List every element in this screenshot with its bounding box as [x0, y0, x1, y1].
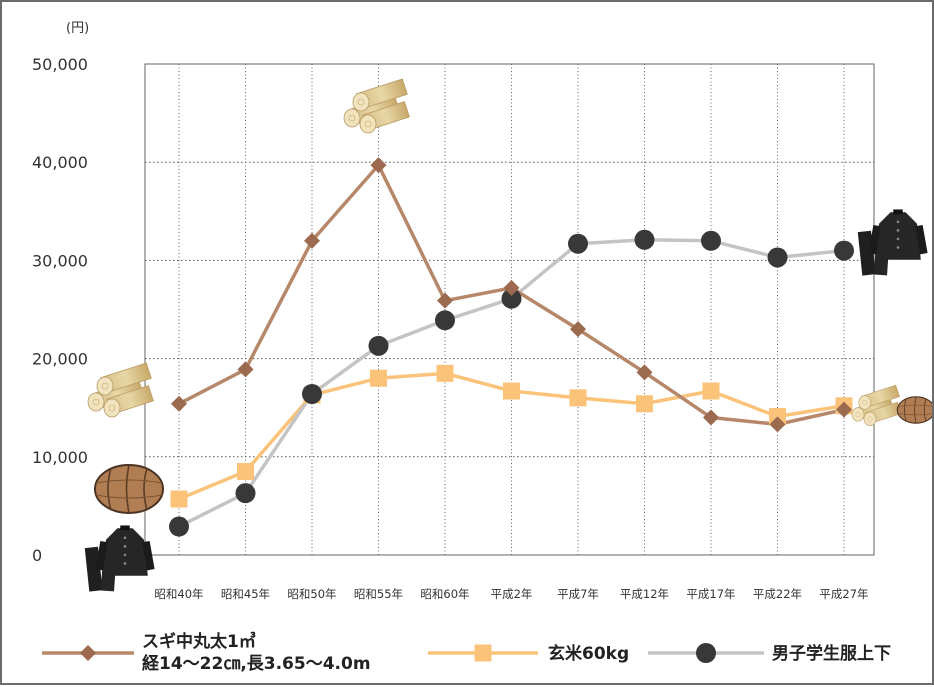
data-point-series-0 — [237, 361, 254, 378]
data-point-series-1 — [636, 395, 653, 413]
legend-label: 男子学生服上下 — [772, 643, 891, 664]
data-point-series-2 — [634, 229, 655, 250]
data-point-series-0 — [769, 416, 786, 433]
data-point-series-0 — [370, 157, 387, 174]
x-tick-label: 平成2年 — [491, 587, 533, 601]
x-tick-label: 平成17年 — [686, 587, 735, 601]
y-axis-unit-label: (円) — [66, 21, 89, 36]
data-point-series-1 — [170, 490, 188, 508]
x-tick-label: 昭和55年 — [354, 587, 403, 601]
rice-bale-icon — [94, 464, 164, 514]
data-point-series-2 — [368, 335, 389, 356]
y-tick-label: 0 — [32, 546, 42, 565]
data-point-series-2 — [501, 288, 522, 309]
legend-label-line2: 経14～22㎝,長3.65～4.0m — [142, 653, 371, 674]
data-point-series-2 — [767, 247, 788, 268]
x-tick-label: 平成27年 — [819, 587, 868, 601]
x-tick-label: 昭和40年 — [154, 587, 203, 601]
log-pile-icon — [87, 362, 154, 418]
x-tick-label: 昭和60年 — [420, 587, 469, 601]
data-point-series-0 — [304, 232, 320, 249]
data-point-series-0 — [171, 395, 187, 412]
data-point-series-1 — [503, 382, 520, 400]
log-pile-icon — [343, 78, 410, 134]
school-uniform-icon — [857, 209, 928, 276]
data-point-series-0 — [703, 409, 719, 426]
legend-marker-square — [474, 644, 492, 662]
x-tick-label: 平成7年 — [557, 587, 599, 601]
data-point-series-1 — [237, 463, 254, 481]
data-point-series-2 — [235, 483, 256, 504]
plot-area-border — [144, 63, 875, 556]
x-tick-label: 昭和45年 — [221, 587, 270, 601]
y-tick-label: 10,000 — [32, 448, 88, 467]
data-point-series-0 — [636, 364, 653, 381]
y-tick-label: 20,000 — [32, 350, 88, 369]
data-point-series-0 — [503, 279, 520, 296]
data-point-series-1 — [370, 369, 387, 387]
data-point-series-0 — [570, 321, 586, 338]
data-point-series-1 — [702, 382, 720, 400]
legend-marker-circle — [696, 643, 716, 663]
x-tick-label: 平成22年 — [753, 587, 802, 601]
legend-label: 玄米60kg — [548, 643, 629, 664]
data-point-series-2 — [169, 516, 189, 537]
data-point-series-2 — [701, 230, 721, 251]
data-point-series-0 — [836, 401, 852, 418]
data-point-series-2 — [568, 233, 588, 254]
y-tick-label: 40,000 — [32, 153, 88, 172]
legend-label: スギ中丸太1㎥ — [142, 631, 256, 652]
data-point-series-2 — [435, 310, 455, 331]
rice-bale-icon — [896, 396, 934, 424]
school-uniform-icon — [84, 525, 155, 592]
data-point-series-2 — [834, 240, 854, 261]
data-point-series-2 — [302, 383, 322, 404]
legend-marker-diamond — [80, 645, 96, 661]
x-tick-label: 昭和50年 — [287, 587, 336, 601]
data-point-series-1 — [569, 389, 587, 407]
x-tick-label: 平成12年 — [620, 587, 669, 601]
data-point-series-0 — [437, 292, 453, 309]
log-pile-icon — [851, 384, 902, 427]
y-tick-label: 50,000 — [32, 55, 88, 74]
data-point-series-1 — [436, 364, 454, 382]
y-tick-label: 30,000 — [32, 251, 88, 270]
